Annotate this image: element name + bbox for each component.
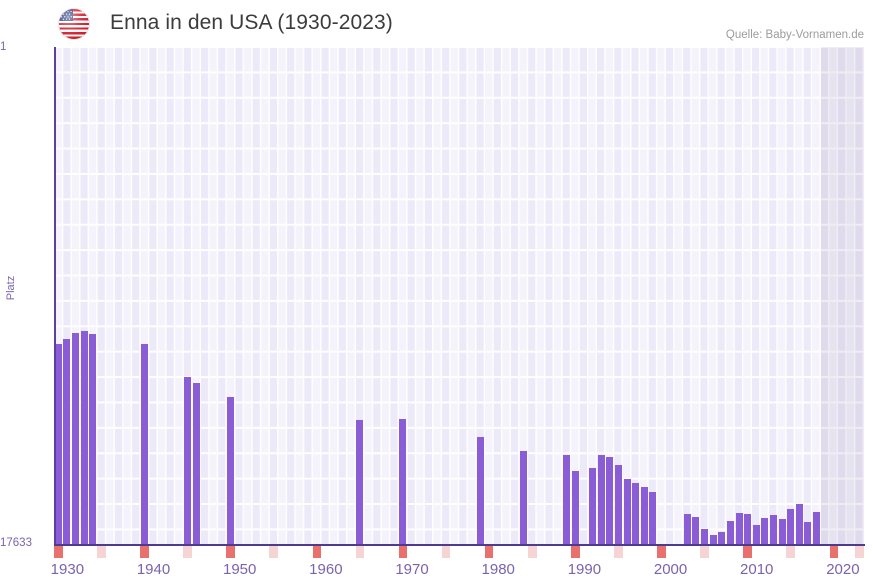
bar[interactable] [563, 455, 571, 545]
x-axis-tick-label: 1950 [223, 561, 257, 578]
x-axis-tick-label: 2000 [653, 561, 688, 578]
y-axis-tick-label-bottom: 17633 [0, 537, 32, 549]
x-axis-tick-major [140, 546, 149, 558]
x-axis-tick-label: 1990 [567, 561, 602, 578]
bar[interactable] [571, 471, 579, 545]
x-axis-tick-major [226, 546, 235, 558]
x-axis-tick-minor [441, 546, 451, 558]
bar[interactable] [63, 339, 71, 545]
forecast-region-shade [820, 47, 864, 545]
x-axis-tick-major [829, 546, 839, 558]
x-axis-tick-minor [97, 546, 106, 558]
chart-header: Enna in den USA (1930-2023) Quelle: Baby… [0, 0, 873, 47]
x-axis-tick-major [571, 546, 580, 558]
bar[interactable] [399, 419, 407, 545]
bar[interactable] [192, 383, 200, 545]
plot-area [54, 47, 864, 545]
bar[interactable] [718, 532, 726, 545]
x-axis-tick-label: 1960 [309, 561, 343, 578]
x-axis-tick-minor [355, 546, 365, 558]
bar[interactable] [589, 468, 597, 545]
x-axis-tick-major [398, 546, 408, 558]
bar[interactable] [701, 529, 709, 545]
bar[interactable] [477, 437, 485, 545]
bar[interactable] [735, 513, 743, 545]
bar[interactable] [787, 509, 795, 545]
x-axis-tick-major [312, 546, 322, 558]
x-axis-tick-major [484, 546, 494, 558]
bar[interactable] [640, 487, 648, 545]
bar[interactable] [778, 519, 786, 545]
y-axis-title-wrap: Platz [0, 268, 22, 328]
bar[interactable] [140, 344, 148, 545]
x-axis-tick-label: 2010 [740, 561, 774, 578]
x-axis-tick-minor [269, 546, 279, 558]
bar[interactable] [184, 377, 192, 545]
bar[interactable] [520, 451, 528, 545]
bar[interactable] [726, 521, 734, 545]
us-flag-circle-icon [59, 9, 89, 39]
x-axis-tick-minor [614, 546, 623, 558]
x-axis-tick-major [54, 546, 63, 558]
bar[interactable] [683, 514, 691, 545]
page-title: Enna in den USA (1930-2023) [110, 11, 393, 34]
bar[interactable] [761, 518, 769, 545]
bar[interactable] [89, 334, 97, 545]
bar[interactable] [54, 344, 62, 545]
x-axis-tick-minor [527, 546, 537, 558]
bar[interactable] [614, 465, 622, 545]
x-axis-tick-minor [786, 546, 796, 558]
bar[interactable] [813, 512, 821, 545]
x-axis-line [54, 544, 865, 546]
bar[interactable] [623, 479, 631, 545]
x-axis-tick-label: 1970 [395, 561, 429, 578]
bar-series [54, 47, 864, 545]
bar[interactable] [804, 522, 812, 545]
bar[interactable] [770, 515, 778, 545]
x-axis-tick-label: 1930 [50, 561, 85, 578]
bar[interactable] [752, 525, 760, 545]
bar[interactable] [709, 535, 717, 545]
bar[interactable] [356, 420, 364, 545]
x-axis-tick-minor [700, 546, 709, 558]
bar[interactable] [227, 397, 235, 545]
bar[interactable] [632, 483, 640, 545]
x-axis-tick-label: 1940 [136, 561, 171, 578]
x-axis-tick-label: 1980 [481, 561, 515, 578]
x-axis-tick-major [657, 546, 666, 558]
bar[interactable] [692, 517, 700, 545]
x-axis-tick-label: 2020 [826, 561, 860, 578]
y-axis-line [54, 47, 56, 546]
x-axis-tick-major [743, 546, 752, 558]
flag-gloss [59, 9, 89, 39]
bar[interactable] [80, 331, 88, 545]
x-axis-tick-minor [855, 546, 864, 558]
y-axis-tick-label-top: 1 [0, 41, 7, 53]
bar[interactable] [606, 457, 614, 545]
bar[interactable] [649, 492, 657, 545]
bar[interactable] [72, 333, 80, 545]
bar[interactable] [795, 504, 803, 545]
source-attribution: Quelle: Baby-Vornamen.de [725, 29, 864, 41]
y-axis-title: Platz [5, 275, 17, 301]
x-axis-tick-minor [183, 546, 192, 558]
bar[interactable] [597, 455, 605, 545]
bar[interactable] [744, 514, 752, 545]
